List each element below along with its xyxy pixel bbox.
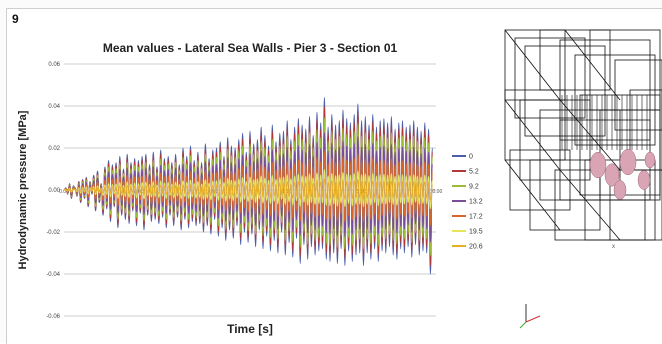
chart-title: Mean values - Lateral Sea Walls - Pier 3…: [103, 41, 398, 55]
legend-label: 9.2: [469, 184, 479, 191]
legend: 0 5.2 9.2 13.2 17.2 19.5 20.6: [452, 154, 483, 251]
legend-label: 13.2: [469, 199, 483, 206]
x-axis-label: Time [s]: [227, 322, 273, 336]
y-axis-label: Hydrodynamic pressure [MPa]: [17, 110, 29, 269]
legend-label: 0: [469, 154, 473, 161]
gridlines: [64, 63, 436, 317]
wireframe-edge: [564, 29, 621, 101]
wireframe-box: [509, 149, 571, 211]
x-tick-label: 4.00: [208, 189, 218, 195]
x-tick-labels: 0.00 2.00 4.00 6.00 8.00 10.00: [59, 189, 442, 195]
pressure-patch: [637, 170, 651, 190]
legend-label: 19.5: [469, 229, 483, 236]
y-tick-label: -0.04: [46, 272, 60, 278]
pressure-patch: [644, 151, 656, 169]
wireframe-box: [629, 89, 662, 171]
wireframe-box: [614, 59, 662, 131]
series-line-0: [63, 97, 433, 275]
pressure-patch: [613, 180, 627, 200]
y-tick-label: 0.06: [48, 62, 60, 68]
y-tick-labels: 0.06 0.04 0.02 0.00 -0.02 -0.04 -0.06: [46, 62, 60, 320]
wireframe-edge: [559, 99, 621, 171]
y-tick-label: 0.02: [48, 146, 60, 152]
wireframe-edge: [504, 159, 561, 231]
wireframe-edge: [504, 99, 561, 171]
legend-label: 17.2: [469, 214, 483, 221]
legend-label: 20.6: [469, 244, 483, 251]
series-line-20-6: [63, 178, 433, 201]
axis-triad-icon: [519, 304, 541, 329]
3d-structure-render: x: [498, 28, 662, 260]
wireframe-box: [514, 37, 586, 119]
x-tick-label: 6.00: [282, 189, 292, 195]
x-tick-label: 0.00: [59, 189, 69, 195]
x-tick-label: 10.00: [430, 189, 443, 195]
slide-number: 9: [12, 12, 19, 26]
wireframe-edge: [504, 29, 561, 101]
series-lines: [63, 97, 433, 275]
x-tick-label: 8.00: [357, 189, 367, 195]
wireframe-edge: [559, 169, 621, 241]
series-line-17-2: [63, 150, 433, 226]
y-tick-label: -0.02: [46, 230, 60, 236]
wireframe-box: [529, 159, 601, 231]
pressure-patch: [619, 148, 637, 176]
y-tick-label: 0.04: [48, 104, 60, 110]
y-tick-label: -0.06: [46, 314, 60, 320]
pressure-patch: [604, 163, 620, 187]
series-line-19-5: [63, 169, 433, 210]
x-tick-label: 2.00: [134, 189, 144, 195]
render-axis-label: x: [612, 244, 615, 250]
y-tick-label: 0.00: [48, 188, 60, 194]
legend-label: 5.2: [469, 169, 479, 176]
pressure-patch: [589, 151, 607, 179]
